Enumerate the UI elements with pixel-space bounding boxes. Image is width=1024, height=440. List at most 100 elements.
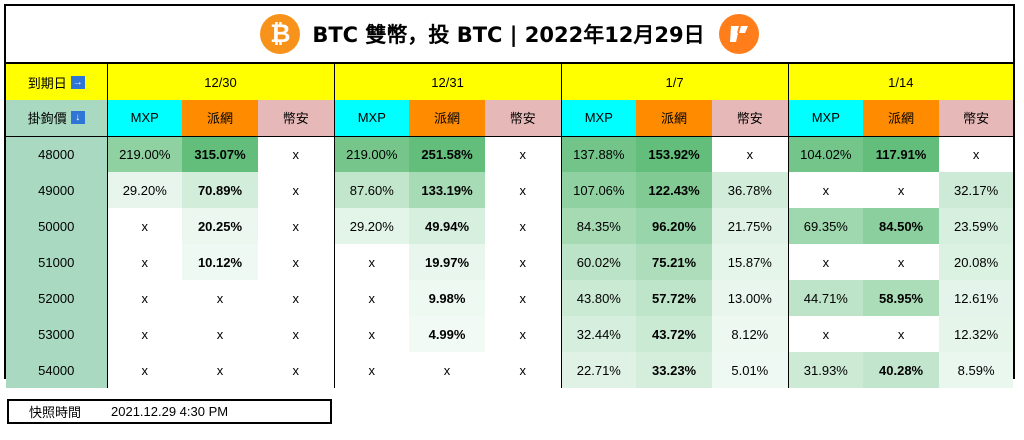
- rate-cell-binance: x: [258, 280, 335, 316]
- rate-cell-pionex: 122.43%: [636, 172, 713, 208]
- rate-cell-pionex: x: [409, 352, 486, 388]
- rate-cell-binance: x: [258, 172, 335, 208]
- snapshot-time-value: 2021.12.29 4:30 PM: [111, 404, 229, 419]
- rate-cell-mxp: 32.44%: [560, 316, 637, 352]
- rate-cell-pionex: 4.99%: [409, 316, 486, 352]
- snapshot-time-label: 快照時間: [28, 405, 81, 420]
- rate-cell-mxp: x: [333, 244, 410, 280]
- rate-cell-mxp: 107.06%: [560, 172, 637, 208]
- rate-cell-pionex: x: [863, 244, 940, 280]
- rate-cell-mxp: x: [106, 316, 182, 352]
- rate-cell-binance: x: [258, 316, 335, 352]
- rate-cell-mxp: 31.93%: [787, 352, 864, 388]
- rate-cell-mxp: x: [106, 352, 182, 388]
- rate-cell-mxp: x: [106, 280, 182, 316]
- rate-cell-pionex: 315.07%: [182, 136, 258, 172]
- rate-table: 到期日 → 12/30 12/31 1/7 1/14 掛鉤價 ↓ MXP 派網: [6, 64, 1014, 388]
- strike-price: 54000: [6, 352, 107, 388]
- rate-cell-binance: x: [485, 172, 562, 208]
- arrow-down-icon: ↓: [70, 111, 85, 125]
- rate-cell-pionex: 20.25%: [182, 208, 258, 244]
- rate-cell-pionex: x: [863, 316, 940, 352]
- strike-price: 52000: [6, 280, 107, 316]
- rate-cell-mxp: x: [333, 280, 410, 316]
- bitcoin-icon: ₿: [260, 14, 301, 54]
- strike-price: 51000: [6, 244, 107, 280]
- page-title: BTC 雙幣，投 BTC | 2022年12月29日: [312, 23, 705, 47]
- rate-cell-pionex: 96.20%: [636, 208, 713, 244]
- platform-binance: 幣安: [712, 100, 789, 137]
- strike-price: 49000: [6, 172, 107, 208]
- rate-cell-pionex: 117.91%: [863, 136, 940, 172]
- rate-cell-binance: x: [485, 316, 562, 352]
- rate-cell-binance: x: [485, 352, 562, 388]
- platform-binance: 幣安: [939, 100, 1014, 137]
- rate-cell-binance: x: [485, 244, 562, 280]
- platform-binance: 幣安: [485, 100, 562, 137]
- table-row: 49000 29.20% 70.89% x 87.60% 133.19% x 107.06% 1…: [6, 172, 1014, 208]
- strike-corner-cell: 掛鉤價 ↓: [6, 100, 107, 137]
- rate-cell-binance: 8.59%: [939, 352, 1014, 388]
- rate-cell-binance: x: [258, 352, 335, 388]
- rate-cell-binance: 5.01%: [712, 352, 789, 388]
- rate-cell-mxp: x: [333, 352, 410, 388]
- rate-cell-binance: x: [485, 280, 562, 316]
- expiry-label: 到期日: [27, 75, 67, 91]
- rate-cell-pionex: 33.23%: [636, 352, 713, 388]
- expiry-date-row: 到期日 → 12/30 12/31 1/7 1/14: [6, 64, 1014, 100]
- rate-cell-mxp: x: [787, 172, 864, 208]
- arrow-right-icon: →: [70, 75, 85, 89]
- title-bar: ₿ BTC 雙幣，投 BTC | 2022年12月29日: [6, 6, 1013, 64]
- platform-pionex: 派網: [409, 100, 486, 137]
- table-row: 52000 x x x x 9.98% x 43.80% 57.72% 13.00% 44.71% 5…: [6, 280, 1014, 316]
- rate-cell-mxp: x: [787, 316, 864, 352]
- rate-cell-pionex: 19.97%: [409, 244, 486, 280]
- rate-cell-binance: x: [485, 136, 562, 172]
- rate-cell-binance: x: [258, 208, 335, 244]
- rate-cell-mxp: 219.00%: [333, 136, 410, 172]
- expiry-date: 1/14: [787, 64, 1014, 100]
- rate-cell-pionex: x: [182, 280, 258, 316]
- expiry-date: 12/30: [106, 64, 335, 100]
- expiry-corner-cell: 到期日 →: [6, 64, 107, 100]
- rate-cell-pionex: 49.94%: [409, 208, 486, 244]
- rate-cell-mxp: 84.35%: [560, 208, 637, 244]
- strike-price: 53000: [6, 316, 107, 352]
- rate-cell-mxp: 219.00%: [106, 136, 182, 172]
- rate-cell-pionex: 75.21%: [636, 244, 713, 280]
- rate-cell-pionex: 70.89%: [182, 172, 258, 208]
- strike-label: 掛鉤價: [27, 111, 67, 127]
- rate-cell-pionex: 84.50%: [863, 208, 940, 244]
- expiry-date: 1/7: [560, 64, 789, 100]
- rate-cell-pionex: 153.92%: [636, 136, 713, 172]
- rate-cell-binance: 23.59%: [939, 208, 1014, 244]
- rate-cell-binance: 12.61%: [939, 280, 1014, 316]
- platform-binance: 幣安: [258, 100, 335, 137]
- rate-cell-mxp: 137.88%: [560, 136, 637, 172]
- platform-pionex: 派網: [182, 100, 258, 137]
- rate-cell-binance: x: [258, 244, 335, 280]
- snapshot-time-box: 快照時間 2021.12.29 4:30 PM: [7, 399, 332, 424]
- rate-cell-mxp: 69.35%: [787, 208, 864, 244]
- rate-cell-binance: 20.08%: [939, 244, 1014, 280]
- rate-cell-pionex: 57.72%: [636, 280, 713, 316]
- rate-cell-binance: 36.78%: [712, 172, 789, 208]
- rate-cell-binance: 15.87%: [712, 244, 789, 280]
- rate-cell-mxp: 29.20%: [106, 172, 182, 208]
- rate-cell-mxp: x: [106, 244, 182, 280]
- rate-cell-mxp: 87.60%: [333, 172, 410, 208]
- rate-cell-pionex: 58.95%: [863, 280, 940, 316]
- rate-cell-mxp: 22.71%: [560, 352, 637, 388]
- rate-cell-binance: 12.32%: [939, 316, 1014, 352]
- rate-cell-pionex: x: [182, 352, 258, 388]
- rate-cell-pionex: 40.28%: [863, 352, 940, 388]
- rate-cell-pionex: 10.12%: [182, 244, 258, 280]
- rate-cell-mxp: 43.80%: [560, 280, 637, 316]
- pionex-logo-icon: [718, 14, 759, 54]
- rate-cell-binance: x: [712, 136, 789, 172]
- rate-cell-pionex: 43.72%: [636, 316, 713, 352]
- rate-comparison-panel: ₿ BTC 雙幣，投 BTC | 2022年12月29日 到期日 →: [4, 4, 1015, 388]
- rate-cell-mxp: x: [333, 316, 410, 352]
- rate-cell-binance: 13.00%: [712, 280, 789, 316]
- rate-cell-binance: x: [485, 208, 562, 244]
